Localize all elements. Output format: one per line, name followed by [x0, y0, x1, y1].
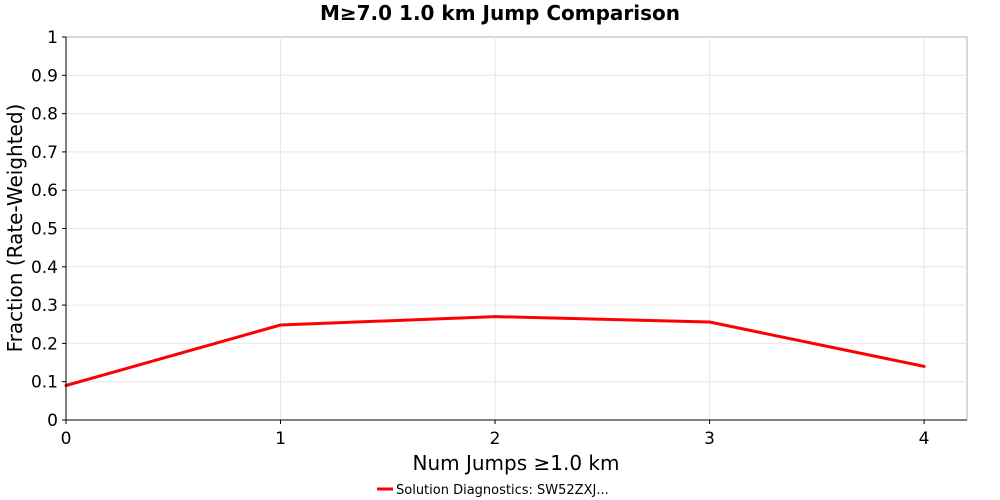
y-tick-label: 0.9: [31, 66, 58, 86]
y-axis-label: Fraction (Rate-Weighted): [3, 104, 27, 353]
y-tick-label: 0.3: [31, 296, 58, 316]
legend-label: Solution Diagnostics: SW52ZXJ...: [396, 483, 609, 498]
x-tick-label: 0: [61, 429, 72, 449]
data-point: [708, 320, 712, 324]
y-tick-label: 0.2: [31, 334, 58, 354]
chart-title: M≥7.0 1.0 km Jump Comparison: [320, 1, 680, 25]
y-tick-label: 1: [47, 28, 58, 48]
data-point: [493, 315, 497, 319]
y-tick-label: 0.8: [31, 105, 58, 125]
x-tick-label: 3: [704, 429, 715, 449]
y-tick-label: 0: [47, 411, 58, 431]
y-tick-label: 0.4: [31, 258, 58, 278]
y-axis-ticks: 0 0.1 0.2 0.3 0.4 0.5 0.6 0.7 0.8 0.9 1: [31, 28, 66, 431]
y-tick-label: 0.6: [31, 181, 58, 201]
x-axis-label: Num Jumps ≥1.0 km: [413, 451, 620, 475]
data-point: [279, 323, 283, 327]
y-tick-label: 0.7: [31, 143, 58, 163]
y-tick-label: 0.5: [31, 220, 58, 240]
x-tick-label: 2: [490, 429, 501, 449]
x-tick-label: 1: [275, 429, 286, 449]
x-axis-ticks: 0 1 2 3 4: [61, 420, 930, 449]
series-layer: [64, 315, 926, 388]
data-point: [922, 364, 926, 368]
y-tick-label: 0.1: [31, 373, 58, 393]
x-tick-label: 4: [919, 429, 930, 449]
legend: Solution Diagnostics: SW52ZXJ...: [377, 483, 609, 498]
